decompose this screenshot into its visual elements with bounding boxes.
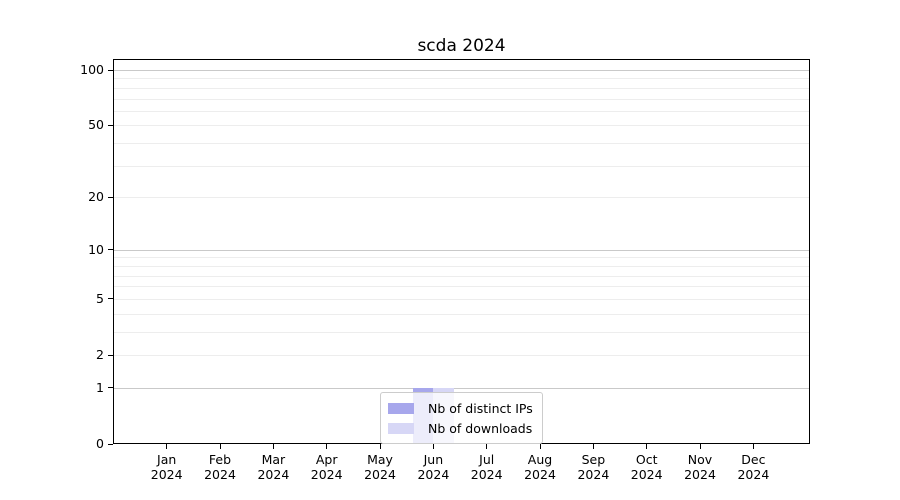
x-tick-label: Jun 2024 xyxy=(417,452,450,482)
legend-entry: Nb of downloads xyxy=(388,418,533,438)
x-axis-tick xyxy=(166,444,168,449)
x-tick-label: Aug 2024 xyxy=(524,452,556,482)
y-axis-tick xyxy=(108,196,113,198)
gridline-minor xyxy=(114,165,809,167)
y-axis-tick xyxy=(108,443,113,445)
gridline-minor xyxy=(114,286,809,288)
x-tick-label: Jan 2024 xyxy=(150,452,183,482)
plot-area xyxy=(113,59,810,444)
gridline-minor xyxy=(114,87,809,89)
x-axis-tick xyxy=(379,444,381,449)
y-tick-label: 0 xyxy=(96,436,104,451)
x-tick-label: Jul 2024 xyxy=(470,452,503,482)
gridline-minor xyxy=(114,298,809,300)
y-tick-label: 5 xyxy=(96,290,104,306)
y-axis-tick xyxy=(108,124,113,126)
y-tick-label: 10 xyxy=(88,241,104,257)
x-axis-tick xyxy=(592,444,594,449)
gridline-major xyxy=(114,249,809,251)
x-tick-label: Apr 2024 xyxy=(310,452,343,482)
chart-title: scda 2024 xyxy=(417,36,506,56)
y-tick-label: 100 xyxy=(80,62,104,77)
gridline-major xyxy=(114,387,809,389)
x-axis-tick xyxy=(646,444,648,449)
x-axis-tick xyxy=(752,444,754,449)
y-tick-label: 50 xyxy=(88,117,104,133)
legend-label: Nb of distinct IPs xyxy=(428,400,533,416)
x-axis-tick xyxy=(432,444,434,449)
gridline-minor xyxy=(114,257,809,259)
legend-entry: Nb of distinct IPs xyxy=(388,398,533,418)
x-tick-label: May 2024 xyxy=(364,452,396,482)
y-axis-tick xyxy=(108,354,113,356)
gridline-minor xyxy=(114,110,809,112)
y-axis-tick xyxy=(108,298,113,300)
x-axis-tick xyxy=(219,444,221,449)
x-axis-tick xyxy=(326,444,328,449)
y-tick-label: 1 xyxy=(96,379,104,395)
x-tick-label: Nov 2024 xyxy=(684,452,716,482)
legend-swatch xyxy=(388,422,414,434)
x-tick-label: Oct 2024 xyxy=(630,452,663,482)
x-tick-label: Mar 2024 xyxy=(257,452,290,482)
y-tick-label: 20 xyxy=(88,189,104,205)
x-axis-tick xyxy=(486,444,488,449)
gridline-minor xyxy=(114,98,809,100)
gridline-minor xyxy=(114,331,809,333)
legend-label: Nb of downloads xyxy=(428,420,533,436)
legend-swatch xyxy=(388,402,414,414)
x-tick-label: Sep 2024 xyxy=(577,452,610,482)
gridline-minor xyxy=(114,125,809,127)
y-axis-tick xyxy=(108,69,113,71)
x-tick-label: Feb 2024 xyxy=(204,452,236,482)
y-axis-tick xyxy=(108,249,113,251)
y-axis-tick xyxy=(108,387,113,389)
gridline-minor xyxy=(114,78,809,80)
gridline-minor xyxy=(114,313,809,315)
x-axis-tick xyxy=(539,444,541,449)
gridline-minor xyxy=(114,265,809,267)
gridline-minor xyxy=(114,355,809,356)
gridline-minor xyxy=(114,275,809,277)
y-tick-label: 2 xyxy=(96,347,104,362)
gridline-minor xyxy=(114,197,809,199)
gridline-minor xyxy=(114,143,809,145)
x-axis-tick xyxy=(699,444,701,449)
x-tick-label: Dec 2024 xyxy=(737,452,770,482)
legend: Nb of distinct IPs Nb of downloads xyxy=(380,392,543,444)
x-axis-tick xyxy=(272,444,274,449)
gridline-major xyxy=(114,70,809,71)
